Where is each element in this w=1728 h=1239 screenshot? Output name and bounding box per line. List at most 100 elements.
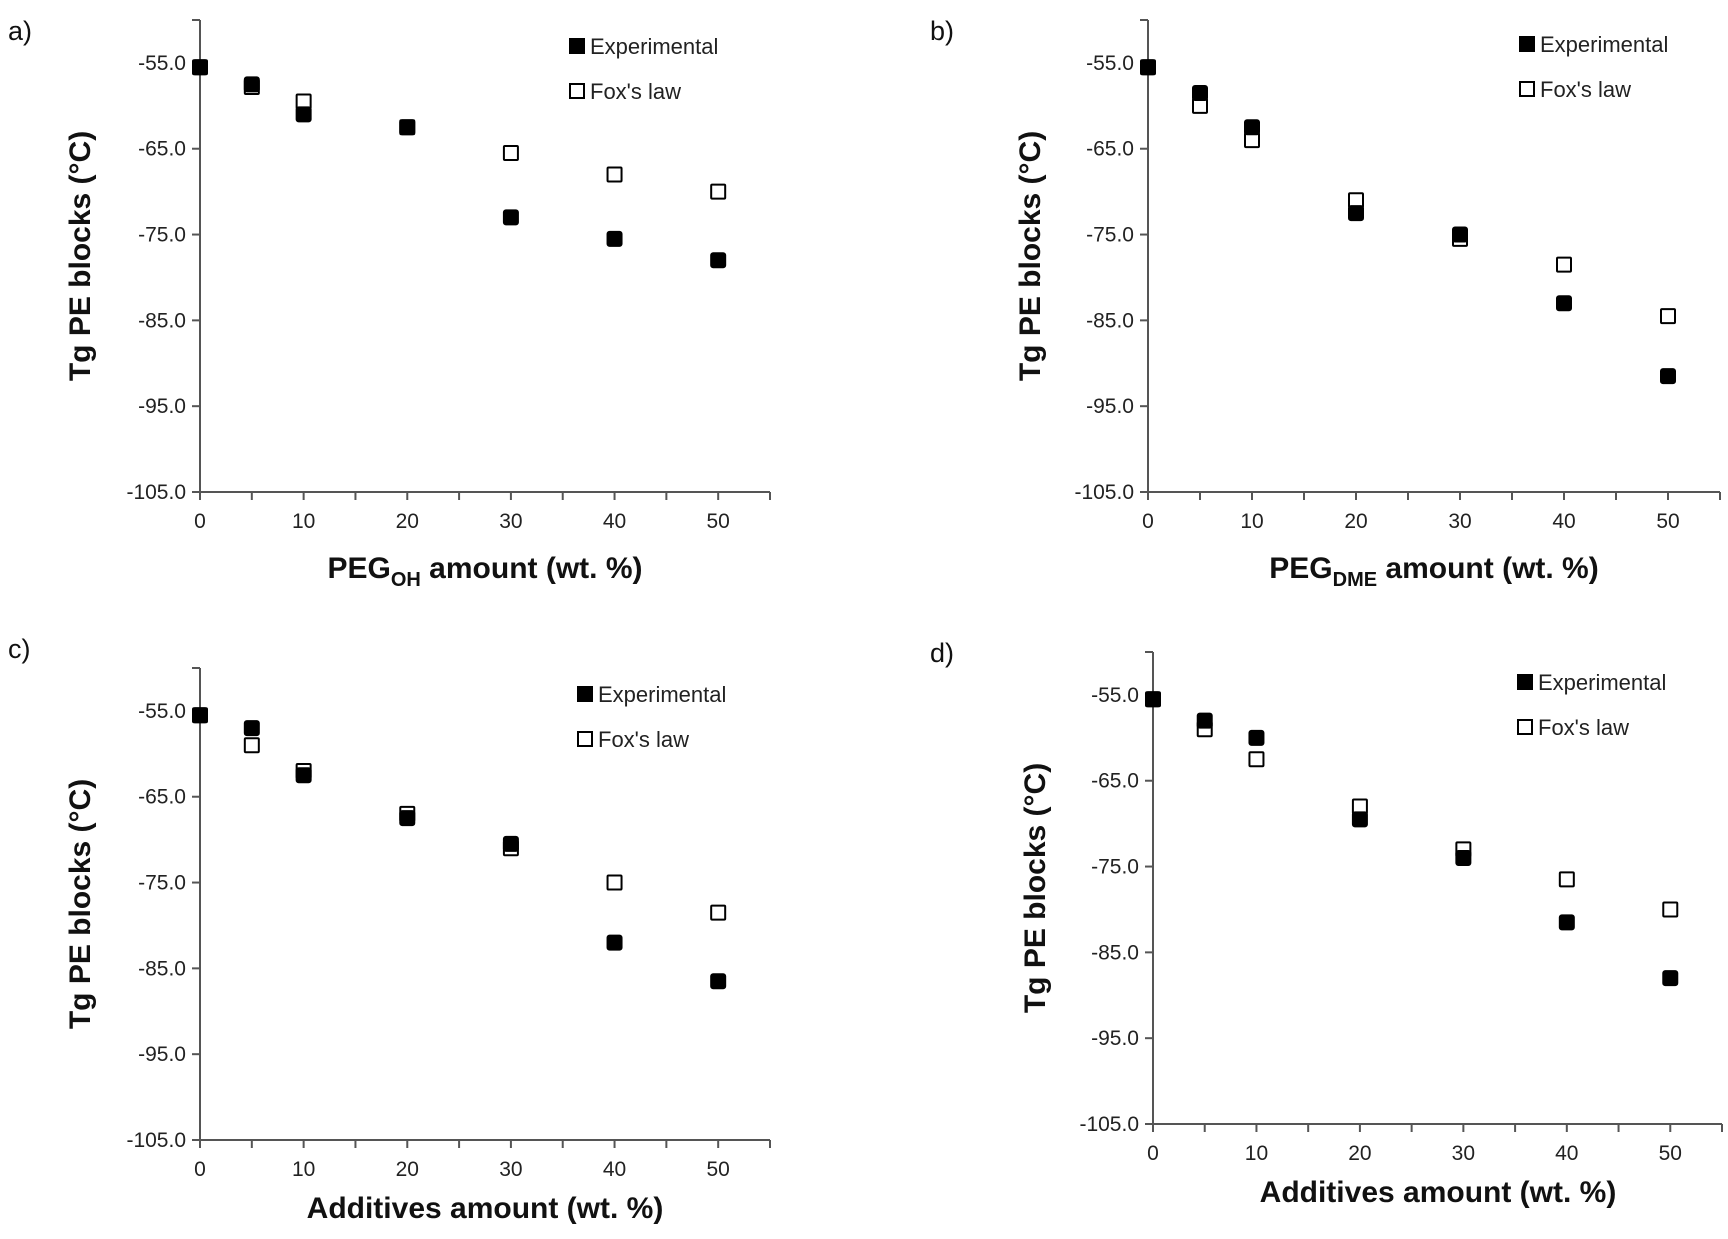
fox-law-point xyxy=(1558,871,1575,888)
x-axis-title-main: Additives amount (wt. %) xyxy=(307,1192,664,1225)
x-tick-label: 50 xyxy=(1659,1142,1682,1165)
experimental-point xyxy=(295,106,312,123)
y-tick-label: -55.0 xyxy=(1086,52,1134,75)
chart-panel-a: a) -55.0 -65.0 -75.0 -85.0 -95.0 -105.0 0 10 20 30… xyxy=(8,16,771,591)
experimental-point xyxy=(1248,729,1265,746)
x-tick-label: 0 xyxy=(194,1158,206,1181)
y-tick-label: -95.0 xyxy=(138,395,186,418)
fox-law-point xyxy=(1662,901,1679,918)
x-tick-label: 40 xyxy=(603,510,626,533)
legend-marker-experimental xyxy=(1519,36,1535,52)
experimental-point xyxy=(295,767,312,784)
x-axis-title-rest: amount (wt. %) xyxy=(1377,552,1599,585)
x-axis-title: Additives amount (wt. %) xyxy=(307,1192,664,1225)
experimental-point xyxy=(710,973,727,990)
legend-marker-experimental xyxy=(577,686,593,702)
experimental-point xyxy=(1660,368,1676,385)
experimental-point xyxy=(192,707,208,724)
x-tick-label: 30 xyxy=(499,510,522,533)
y-tick-label: -105.0 xyxy=(1074,481,1134,504)
y-tick-label: -55.0 xyxy=(138,700,186,723)
y-tick-label: -65.0 xyxy=(138,138,186,161)
legend-marker-experimental xyxy=(569,38,585,54)
y-tick-label: -75.0 xyxy=(1086,224,1134,247)
x-axis-title: PEGDME amount (wt. %) xyxy=(1269,552,1598,591)
legend-marker-fox-law xyxy=(577,731,593,747)
legend-label: Fox's law xyxy=(1538,715,1629,740)
experimental-point xyxy=(243,720,260,737)
legend-marker-fox-law xyxy=(1519,81,1535,97)
experimental-point xyxy=(399,119,416,136)
x-tick-label: 20 xyxy=(1348,1142,1371,1165)
experimental-point xyxy=(1662,970,1679,987)
fox-law-point xyxy=(710,183,727,200)
y-tick-label: -55.0 xyxy=(138,52,186,75)
x-axis-title-subscript: DME xyxy=(1333,569,1377,591)
legend-label: Fox's law xyxy=(598,727,689,752)
experimental-point xyxy=(1452,226,1468,243)
y-tick-label: -75.0 xyxy=(138,872,186,895)
chart-panel-b: b) -55.0 -65.0 -75.0 -85.0 -95.0 -105.0 0 10 20 30… xyxy=(930,16,1721,591)
y-tick-label: -85.0 xyxy=(1091,941,1139,964)
x-tick-label: 20 xyxy=(396,510,419,533)
y-tick-label: -75.0 xyxy=(1091,856,1139,879)
experimental-point xyxy=(1244,119,1260,136)
y-tick-label: -85.0 xyxy=(138,309,186,332)
fox-law-point xyxy=(1556,256,1572,273)
y-tick-label: -65.0 xyxy=(1086,138,1134,161)
experimental-point xyxy=(1455,849,1472,866)
experimental-point xyxy=(606,934,623,951)
legend-label: Experimental xyxy=(590,34,718,59)
panel-label: a) xyxy=(8,16,32,46)
experimental-point xyxy=(1196,712,1213,729)
x-axis-title-subscript: OH xyxy=(391,569,421,591)
fox-law-point xyxy=(502,145,519,162)
y-tick-label: -105.0 xyxy=(126,481,186,504)
x-tick-label: 40 xyxy=(603,1158,626,1181)
x-tick-label: 30 xyxy=(1448,510,1471,533)
panel-label: b) xyxy=(930,16,954,46)
chart-panel-c: c) -55.0 -65.0 -75.0 -85.0 -95.0 -105.0 0 10 20 30… xyxy=(8,634,771,1225)
legend-label: Experimental xyxy=(1540,32,1668,57)
legend-marker-fox-law xyxy=(1517,719,1533,735)
experimental-point xyxy=(502,835,519,852)
y-axis-title: Tg PE blocks (°C) xyxy=(1019,763,1052,1013)
x-tick-label: 30 xyxy=(1452,1142,1475,1165)
x-axis-title: PEGOH amount (wt. %) xyxy=(327,552,642,591)
y-tick-label: -85.0 xyxy=(138,957,186,980)
x-tick-label: 20 xyxy=(1344,510,1367,533)
x-tick-label: 50 xyxy=(1656,510,1679,533)
y-tick-label: -75.0 xyxy=(138,224,186,247)
legend-label: Fox's law xyxy=(1540,77,1631,102)
experimental-point xyxy=(243,76,260,93)
experimental-point xyxy=(1348,205,1364,222)
x-axis-title-main: PEG xyxy=(327,552,390,585)
y-tick-label: -55.0 xyxy=(1091,684,1139,707)
experimental-point xyxy=(192,59,208,76)
legend-marker-experimental xyxy=(1517,674,1533,690)
y-tick-label: -105.0 xyxy=(126,1129,186,1152)
experimental-point xyxy=(1351,811,1368,828)
x-tick-label: 40 xyxy=(1555,1142,1578,1165)
experimental-point xyxy=(606,230,623,247)
fox-law-point xyxy=(1248,751,1265,768)
y-tick-label: -105.0 xyxy=(1079,1113,1139,1136)
legend-label: Fox's law xyxy=(590,79,681,104)
y-tick-label: -95.0 xyxy=(1091,1027,1139,1050)
y-tick-label: -85.0 xyxy=(1086,309,1134,332)
fox-law-point xyxy=(606,166,623,183)
fox-law-point xyxy=(710,904,727,921)
x-tick-label: 0 xyxy=(1142,510,1154,533)
legend-label: Experimental xyxy=(598,682,726,707)
legend-marker-fox-law xyxy=(569,83,585,99)
y-axis-title: Tg PE blocks (°C) xyxy=(64,131,97,381)
experimental-point xyxy=(1556,295,1572,312)
experimental-point xyxy=(1192,84,1208,101)
panel-label: c) xyxy=(8,634,31,664)
y-tick-label: -95.0 xyxy=(1086,395,1134,418)
fox-law-point xyxy=(606,874,623,891)
chart-panel-d: d) -55.0 -65.0 -75.0 -85.0 -95.0 -105.0 0 10 20 30… xyxy=(930,638,1723,1209)
fox-law-point xyxy=(243,737,260,754)
y-axis-title: Tg PE blocks (°C) xyxy=(64,779,97,1029)
